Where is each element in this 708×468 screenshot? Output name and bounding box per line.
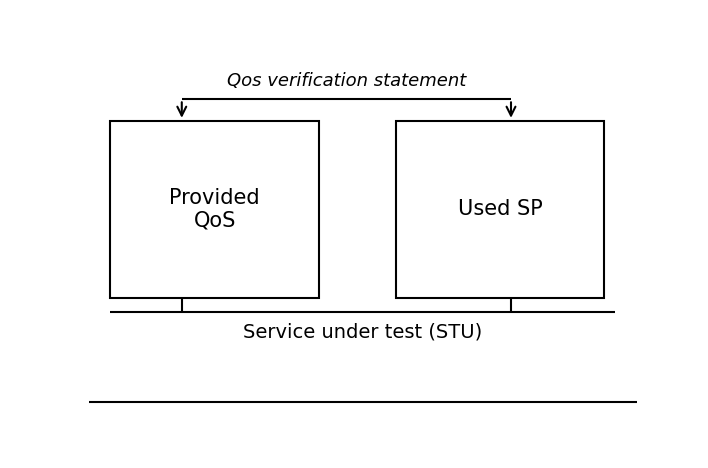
Text: Qos verification statement: Qos verification statement: [227, 73, 466, 90]
Bar: [396, 121, 605, 298]
Text: Provided
QoS: Provided QoS: [169, 188, 260, 231]
Text: Service under test (STU): Service under test (STU): [244, 323, 482, 342]
Text: Used SP: Used SP: [457, 199, 542, 219]
Bar: [110, 121, 319, 298]
